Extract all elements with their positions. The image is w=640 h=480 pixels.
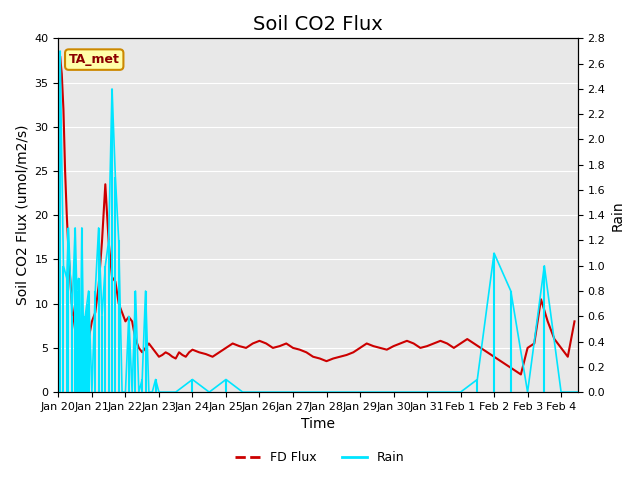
Rain — [56, 48, 64, 54]
FD Flux — [477, 345, 484, 351]
FD Flux — [56, 53, 64, 59]
Title: Soil CO2 Flux: Soil CO2 Flux — [253, 15, 383, 34]
Rain — [574, 389, 582, 395]
FD Flux — [517, 372, 525, 377]
X-axis label: Time: Time — [301, 418, 335, 432]
FD Flux — [75, 341, 83, 347]
Y-axis label: Rain: Rain — [611, 200, 625, 230]
FD Flux — [84, 336, 92, 342]
Rain — [54, 389, 62, 395]
Text: TA_met: TA_met — [68, 53, 120, 66]
Rain — [80, 339, 88, 345]
Rain — [84, 288, 92, 294]
FD Flux — [54, 150, 62, 156]
Legend: FD Flux, Rain: FD Flux, Rain — [230, 446, 410, 469]
Line: Rain: Rain — [58, 51, 578, 392]
FD Flux — [430, 341, 438, 347]
Rain — [108, 86, 116, 92]
FD Flux — [571, 319, 579, 324]
FD Flux — [195, 349, 203, 355]
FD Flux — [490, 354, 498, 360]
Rain — [557, 389, 565, 395]
Rain — [490, 250, 498, 256]
Rain — [73, 288, 81, 294]
Line: FD Flux: FD Flux — [58, 56, 575, 374]
Y-axis label: Soil CO2 Flux (umol/m2/s): Soil CO2 Flux (umol/m2/s) — [15, 125, 29, 305]
